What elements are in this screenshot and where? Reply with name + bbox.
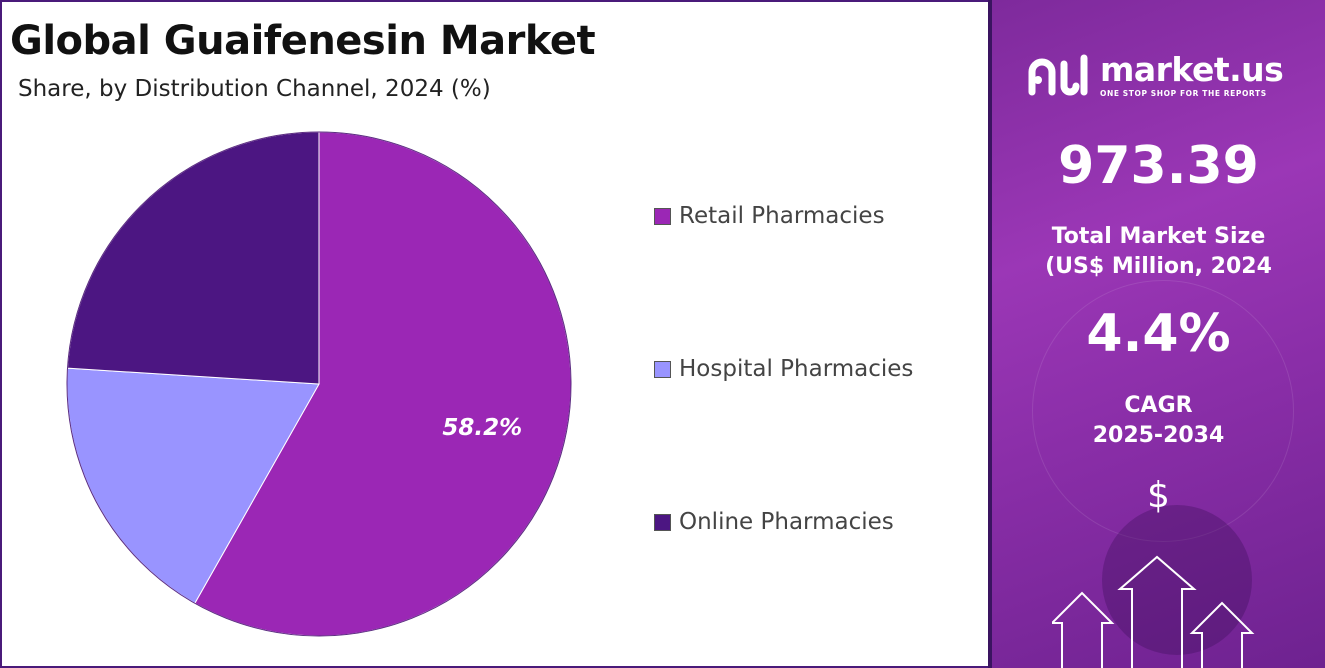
cagr-value: 4.4% (1086, 304, 1231, 364)
logo-tagline: ONE STOP SHOP FOR THE REPORTS (1100, 88, 1267, 98)
pie-data-label: 58.2% (442, 415, 522, 441)
panel-divider (988, 0, 992, 668)
legend-item-online: Online Pharmacies (654, 509, 894, 535)
brand-logo: market.us ONE STOP SHOP FOR THE REPORTS (1024, 49, 1284, 98)
legend-item-hospital: Hospital Pharmacies (654, 356, 913, 382)
logo-name: market.us (1100, 49, 1284, 89)
growth-arrows-icon (1052, 555, 1255, 668)
background-decoration (1032, 280, 1294, 542)
legend-swatch-retail (654, 207, 671, 225)
market-us-logo-icon (1028, 54, 1088, 96)
summary-panel: market.us ONE STOP SHOP FOR THE REPORTS … (992, 0, 1325, 668)
legend-swatch-online (654, 513, 671, 531)
chart-panel: Global Guaifenesin Market Share, by Dist… (10, 18, 913, 637)
chart-title: Global Guaifenesin Market (10, 18, 596, 64)
legend-label-hospital: Hospital Pharmacies (679, 356, 914, 382)
dollar-icon: $ (1147, 475, 1170, 516)
legend-label-online: Online Pharmacies (679, 509, 894, 535)
cagr-label: CAGR (1124, 393, 1193, 418)
market-size-label-line2: (US$ Million, 2024 (1045, 254, 1272, 279)
market-size-label-line1: Total Market Size (1051, 224, 1266, 249)
legend-label-retail: Retail Pharmacies (679, 203, 885, 229)
pie-slice-online-pharmacies (66, 131, 320, 385)
cagr-period: 2025-2034 (1092, 423, 1225, 448)
chart-subtitle: Share, by Distribution Channel, 2024 (%) (18, 76, 491, 102)
legend-swatch-hospital (654, 360, 671, 378)
pie-outline (66, 131, 572, 637)
market-size-value: 973.39 (1058, 136, 1259, 196)
background-coffee-cup (1102, 505, 1252, 655)
legend-item-retail: Retail Pharmacies (654, 203, 885, 229)
pie-chart: 58.2% (66, 131, 572, 637)
